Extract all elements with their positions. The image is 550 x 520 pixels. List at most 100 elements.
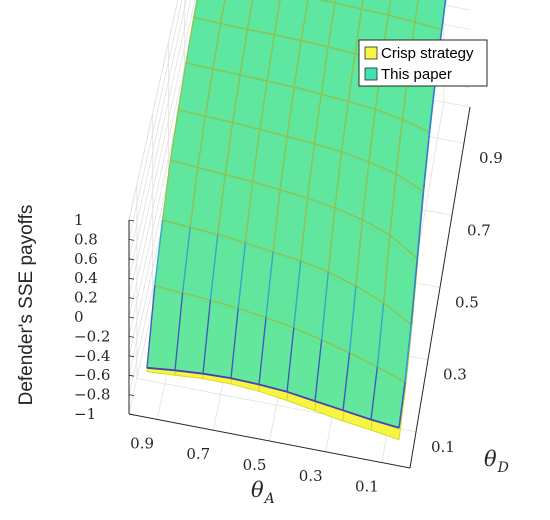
z-tick-label: 0.8 [74,230,98,248]
surface-edge [370,418,400,429]
surface-edge [286,390,316,402]
surface-edge [342,352,351,411]
surface-edge [230,308,239,379]
surface-cell: This paper [273,0,309,42]
y-tick-label: 0.7 [467,221,491,239]
tick-labels: 10.8 0.60.4 0.20−0.2 −0.4−0.6 −0.8−1 0.9 0.7 0.… [74,149,503,496]
surface-edge [258,317,267,385]
z-tick-mark [128,413,135,416]
surface-edge [348,285,357,354]
surface-edge [202,372,232,380]
z-tick-label: −0.2 [74,327,110,345]
z-tick-mark [128,258,135,261]
legend-swatch-this-paper [364,67,378,81]
wall-gridline [128,0,192,279]
surface-edge [154,219,164,286]
x-tick-label: 0.3 [299,467,323,485]
surface-edge [370,367,378,420]
surface-edge [440,0,447,30]
z-tick-label: 0 [74,308,84,326]
surface-cell: This paper [318,0,337,4]
z-tick-mark [128,297,135,299]
z-axis-label: Defender's SSE payoffs [16,205,37,406]
z-tick-mark [128,316,135,319]
z-tick-label: 0.6 [74,250,98,268]
z-tick-mark [128,219,135,222]
surface-cell: This paper [246,0,281,36]
surface-edge [146,285,156,368]
y-tick-label: 0.3 [443,366,467,384]
z-tick-label: 0.4 [74,269,98,287]
surface-edge [209,234,219,301]
z-tick-mark [128,336,135,338]
x-tick-label: 0.5 [243,456,267,474]
surface-edge [181,227,191,293]
x-axis-subscript: A [263,491,275,507]
surface-edge [230,377,260,386]
surface-edge [265,251,274,318]
surface-edge [174,292,184,371]
box-edge [128,0,179,221]
legend-swatch-crisp [364,46,378,60]
wall-gridline [128,0,187,259]
surface-edge [320,271,329,340]
z-tick-label: −0.8 [74,386,110,404]
z-tick-label: 1 [74,211,84,229]
surface-this-paper: This paperThis paperThis paperThis paper… [146,0,447,429]
legend: Crisp strategy This paper [358,39,488,87]
surface-edge [174,369,204,375]
surface-edge [376,302,385,368]
surface-edge [314,339,323,402]
z-tick-label: −0.6 [74,366,110,384]
z-tick-mark [128,239,135,241]
z-tick-label: −1 [74,405,96,423]
x-axis-label: θA [251,478,275,507]
surface-edge [146,366,176,372]
surface-edge [258,383,288,393]
z-tick-label: 0.2 [74,289,98,307]
surface-cell: This paper [387,0,419,23]
surface-edge [422,132,431,192]
surface-edge [293,260,302,328]
z-tick-mark [128,355,135,358]
x-tick-label: 0.7 [186,445,210,463]
surface-edge [410,258,419,325]
surface-edge [202,300,212,374]
x-tick-label: 0.1 [355,478,379,496]
y-tick-label: 0.1 [431,438,455,456]
surface-edge [237,242,247,309]
surface-cell: This paper [414,0,447,31]
surface-plot: Crisp strategyCrisp strategyCrisp strate… [146,0,447,440]
y-axis-label: θD [484,447,509,476]
y-tick-label: 0.5 [455,294,479,312]
surface-cell: This paper [193,0,226,25]
z-tick-label: −0.4 [74,347,110,365]
x-tick-label: 0.9 [130,434,154,452]
legend-box [358,39,488,87]
surface-edge [398,382,406,428]
surface-cell: This paper [360,0,392,16]
legend-label-this-paper: This paper [381,66,452,83]
surface-edge [404,324,412,383]
surface-edge [342,409,372,421]
z-tick-mark [128,277,135,280]
z-tick-mark [128,394,135,396]
surface-edge [314,400,344,412]
y-axis-subscript: D [497,460,509,476]
y-tick-label: 0.9 [479,149,503,167]
surface-cell: This paper [219,0,254,31]
surface-cell: This paper [334,0,364,10]
y-axis-symbol: θ [484,447,497,471]
x-axis-symbol: θ [251,478,264,502]
y-axis-line [409,106,471,469]
legend-label-crisp: Crisp strategy [381,45,474,62]
x-axis-line [128,413,411,469]
surface-edge [416,191,425,259]
z-tick-mark [128,374,135,377]
surface-edge [428,78,437,133]
wall-gridline [128,0,196,298]
surface-edge [286,327,295,392]
wall-gridline [128,0,183,240]
